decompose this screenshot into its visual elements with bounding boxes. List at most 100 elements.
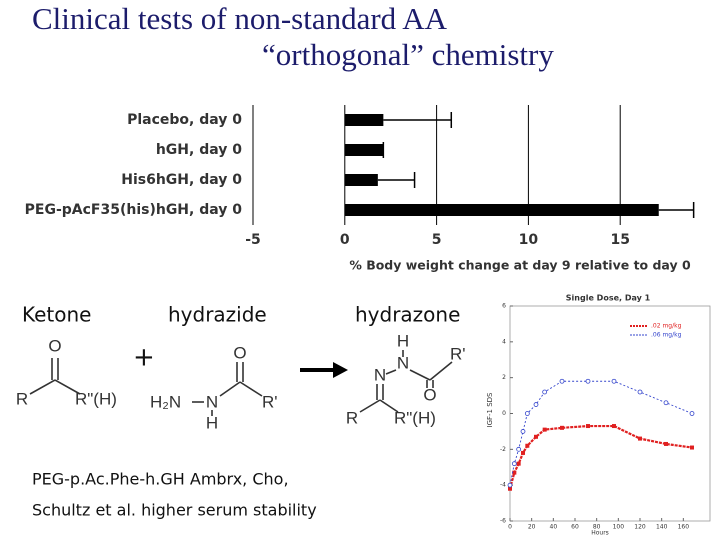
bond: [359, 399, 381, 413]
point: [516, 461, 521, 466]
point: [525, 443, 530, 448]
label: Ketone: [22, 303, 91, 327]
bond: [429, 361, 453, 381]
x-tick-label: 15: [610, 232, 629, 248]
point: [516, 446, 522, 452]
atom: O: [48, 336, 61, 355]
x-tick-label: 60: [571, 524, 579, 531]
atom: R"(H): [75, 389, 117, 408]
point: [663, 400, 669, 406]
slide-title: “orthogonal” chemistry: [262, 37, 554, 72]
point: [637, 389, 643, 395]
x-tick-label: 10: [519, 232, 539, 248]
point: [533, 402, 539, 407]
atom: R"(H): [394, 408, 436, 427]
point: [521, 450, 525, 455]
slide-title: Clinical tests of non-standard AA: [32, 1, 448, 36]
error-bar: [658, 202, 695, 218]
reaction-arrow: [300, 362, 348, 378]
y-tick-label: 6: [502, 303, 506, 310]
point: [638, 436, 642, 441]
bar: [344, 204, 659, 216]
charts: -5 0 5 10 15 Placebo, day 0 hGH, day 0 His6hGH,…: [25, 105, 711, 537]
caption: Schultz et al. higher serum stability: [32, 501, 317, 520]
bond: [379, 399, 399, 413]
y-tick-label: 0: [502, 410, 506, 417]
y-tick-label: hGH, day 0: [156, 142, 242, 158]
hydrazide-structure: O H₂N N H R': [150, 343, 278, 432]
x-tick-label: 0: [508, 524, 512, 531]
y-tick-label: -4: [500, 482, 506, 489]
x-tick-label: 40: [550, 524, 558, 531]
x-tick-label: 100: [613, 524, 625, 531]
x-tick-label: 120: [634, 524, 646, 531]
point: [507, 482, 513, 488]
point: [542, 427, 547, 432]
point: [664, 441, 668, 446]
x-axis-label: % Body weight change at day 9 relative t…: [349, 258, 691, 273]
atom: H: [397, 331, 409, 350]
point: [542, 389, 548, 395]
x-tick-label: -5: [245, 232, 261, 248]
atom: R': [450, 344, 466, 363]
point: [559, 378, 565, 384]
hydrazone-structure: H N R' N O R R"(H): [346, 331, 466, 427]
x-tick-label: 80: [593, 524, 601, 531]
point: [508, 486, 512, 491]
x-tick-label: 140: [656, 524, 668, 531]
atom: O: [423, 385, 436, 404]
point: [585, 378, 591, 384]
point: [611, 378, 617, 384]
atom: N: [397, 353, 409, 372]
atom: H: [206, 413, 218, 432]
ketone-structure: O R R"(H): [16, 336, 117, 408]
atom: N: [374, 365, 386, 384]
point: [511, 461, 517, 467]
point: [612, 424, 616, 429]
error-bar: [383, 112, 453, 128]
chart-title: Single Dose, Day 1: [566, 294, 651, 303]
bar: [344, 174, 378, 186]
label: hydrazone: [355, 303, 460, 327]
y-axis-label: IGF-1 SDS: [486, 392, 494, 428]
atom: R: [346, 408, 358, 427]
y-tick-label: 4: [502, 338, 506, 345]
error-bar: [377, 172, 416, 188]
x-tick-label: 20: [528, 524, 536, 531]
bond: [239, 381, 263, 397]
bond: [385, 369, 397, 375]
x-axis-label: Hours: [591, 530, 609, 537]
label: hydrazide: [168, 303, 267, 327]
bond: [29, 379, 56, 395]
atom: N: [206, 392, 218, 411]
point: [560, 425, 564, 430]
bar: [344, 114, 384, 126]
bar: [344, 144, 384, 156]
atom: H₂N: [150, 392, 181, 411]
y-tick-label: Placebo, day 0: [127, 112, 242, 128]
caption: PEG-p.Ac.Phe-h.GH Ambrx, Cho,: [32, 470, 289, 489]
legend-label: .02 mg/kg: [651, 323, 682, 330]
point: [689, 411, 695, 416]
point: [586, 424, 590, 429]
y-tick-label: PEG-pAcF35(his)hGH, day 0: [25, 202, 243, 218]
atom: O: [233, 343, 246, 362]
point: [534, 434, 538, 439]
atom: R': [262, 392, 278, 411]
point: [512, 470, 517, 475]
x-tick-label: 160: [678, 524, 690, 531]
legend-label: .06 mg/kg: [651, 332, 682, 339]
point: [690, 445, 694, 450]
atom: R: [16, 389, 28, 408]
point: [520, 429, 526, 434]
x-tick-label: 0: [340, 232, 350, 248]
x-tick-label: 5: [432, 232, 442, 248]
point: [524, 411, 530, 416]
bond: [219, 381, 241, 397]
plus: +: [133, 343, 155, 373]
y-tick-label: 2: [502, 374, 506, 381]
y-tick-label: -6: [500, 518, 506, 525]
bond: [54, 379, 81, 395]
series-line: [509, 380, 693, 486]
